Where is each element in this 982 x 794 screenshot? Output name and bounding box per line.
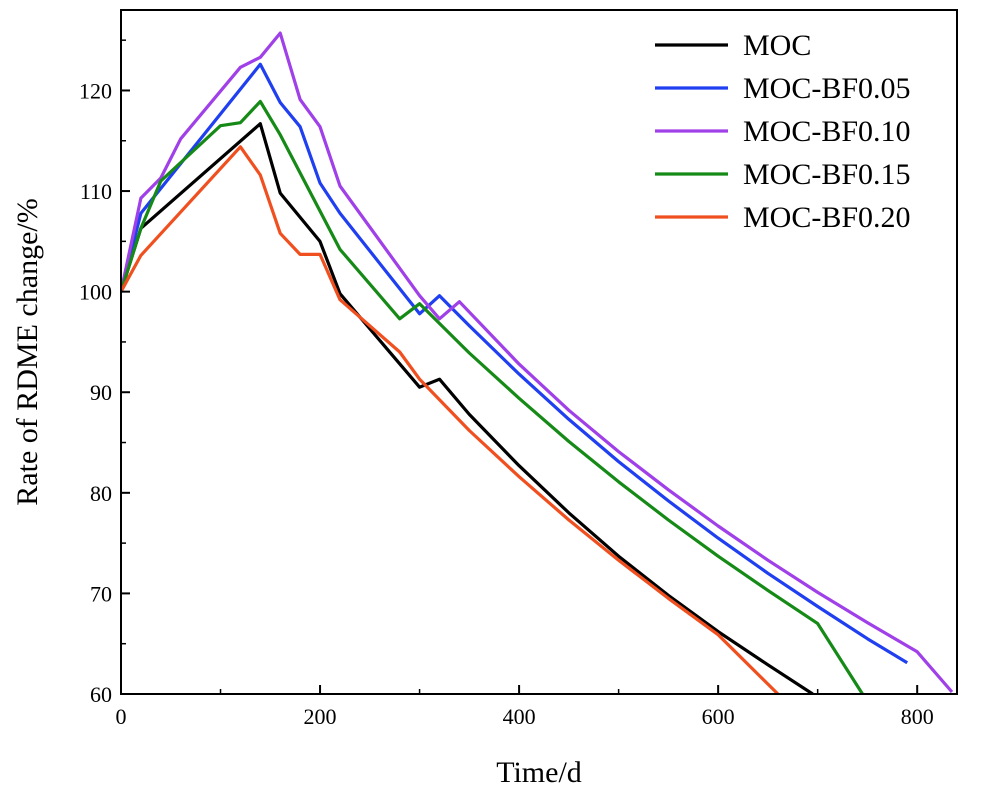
y-tick-label: 80 — [90, 481, 112, 506]
legend-item: MOC — [655, 29, 811, 62]
series-line-moc — [121, 122, 814, 694]
x-tick-label: 400 — [503, 704, 536, 729]
x-tick-label: 800 — [901, 704, 934, 729]
x-tick-label: 0 — [116, 704, 127, 729]
legend-label: MOC-BF0.10 — [743, 115, 911, 148]
legend-item: MOC-BF0.15 — [655, 158, 911, 191]
x-tick-label: 600 — [702, 704, 735, 729]
y-tick-label: 110 — [80, 179, 112, 204]
plot-frame — [120, 9, 958, 695]
series-layer — [121, 31, 954, 694]
series-line-moc-bf0-15 — [121, 99, 864, 694]
legend-item: MOC-BF0.20 — [655, 201, 911, 234]
y-tick-label: 60 — [90, 682, 112, 707]
series-line-moc-bf0-05 — [121, 62, 909, 665]
x-tick-label: 200 — [304, 704, 337, 729]
y-axis-title: Rate of RDME change/% — [11, 198, 44, 505]
legend-label: MOC-BF0.20 — [743, 201, 911, 234]
legend-item: MOC-BF0.10 — [655, 115, 911, 148]
legend-label: MOC-BF0.15 — [743, 158, 911, 191]
y-tick-label: 90 — [90, 380, 112, 405]
series-line-moc-bf0-10 — [121, 31, 954, 694]
y-tick-label: 120 — [79, 78, 112, 103]
legend-label: MOC-BF0.05 — [743, 72, 911, 105]
y-tick-label: 100 — [79, 280, 112, 305]
legend-label: MOC — [743, 29, 811, 62]
legend: MOC MOC-BF0.05 MOC-BF0.10 MOC-BF0.15 MOC-BF0… — [655, 29, 911, 234]
series-line-moc-bf0-20 — [121, 145, 780, 694]
x-axis-title: Time/d — [496, 756, 582, 789]
axes-layer: 0 200 400 600 800 60 70 80 90 100 110 120 — [79, 9, 958, 729]
legend-item: MOC-BF0.05 — [655, 72, 911, 105]
y-tick-label: 70 — [90, 581, 112, 606]
